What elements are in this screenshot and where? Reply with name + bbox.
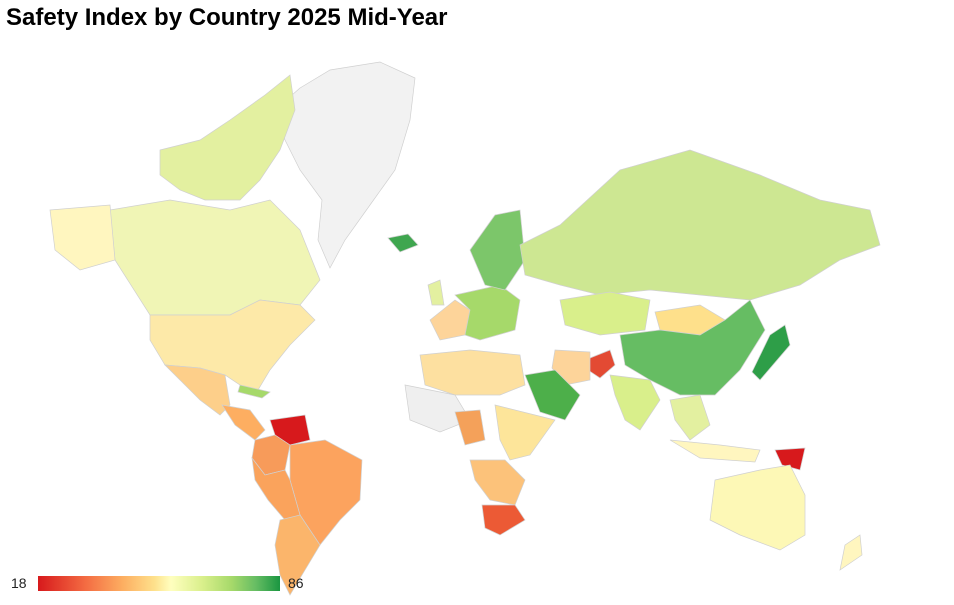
chart-title: Safety Index by Country 2025 Mid-Year: [6, 4, 448, 31]
region-papua-new-guinea[interactable]: [774, 447, 806, 471]
region-kazakhstan[interactable]: [559, 291, 651, 336]
region-caribbean[interactable]: [237, 384, 271, 399]
legend-max-label: 86: [288, 575, 304, 591]
region-arabia[interactable]: [524, 369, 581, 421]
region-greenland[interactable]: [274, 61, 416, 269]
region-north-africa[interactable]: [419, 349, 526, 396]
region-alaska[interactable]: [49, 204, 116, 271]
region-central-america[interactable]: [221, 404, 266, 441]
region-china[interactable]: [619, 299, 766, 396]
region-west-africa[interactable]: [404, 384, 471, 433]
region-afghanistan[interactable]: [587, 349, 616, 379]
region-indonesia[interactable]: [669, 439, 761, 463]
color-legend: 18 86: [0, 568, 330, 598]
region-russia[interactable]: [519, 149, 881, 301]
region-southern-africa[interactable]: [469, 459, 526, 506]
region-argentina[interactable]: [274, 514, 321, 596]
region-canada[interactable]: [109, 199, 321, 316]
region-central-africa[interactable]: [454, 409, 486, 446]
region-southeast-asia[interactable]: [669, 394, 711, 441]
region-south-africa[interactable]: [481, 504, 526, 536]
region-west-europe[interactable]: [429, 299, 471, 341]
legend-min-label: 18: [11, 575, 27, 591]
region-new-zealand[interactable]: [839, 534, 863, 571]
region-canada-islands[interactable]: [159, 74, 296, 201]
region-japan[interactable]: [751, 324, 791, 381]
region-uk[interactable]: [427, 279, 445, 306]
region-venezuela[interactable]: [269, 414, 311, 446]
region-scandinavia[interactable]: [469, 209, 526, 291]
region-east-africa[interactable]: [494, 404, 556, 461]
region-australia[interactable]: [709, 464, 806, 551]
legend-gradient: [38, 576, 280, 591]
region-iceland[interactable]: [387, 233, 419, 253]
region-india[interactable]: [609, 374, 661, 431]
